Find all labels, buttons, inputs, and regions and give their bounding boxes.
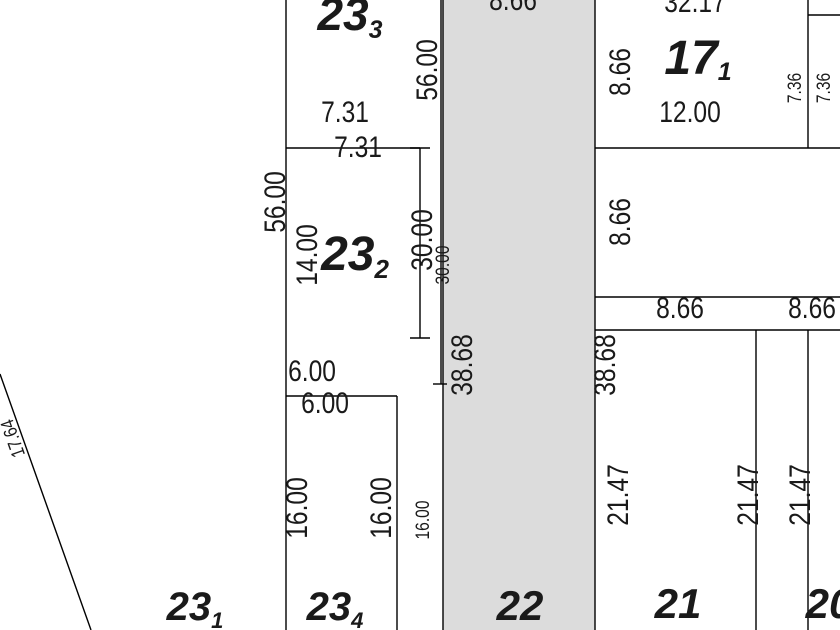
svg-text:38.68: 38.68 — [445, 334, 479, 396]
svg-text:38.68: 38.68 — [588, 334, 622, 396]
svg-text:30.00: 30.00 — [432, 246, 454, 285]
svg-text:7.36: 7.36 — [784, 73, 806, 103]
svg-text:8.66: 8.66 — [603, 198, 637, 246]
svg-text:8.66: 8.66 — [788, 291, 836, 325]
svg-text:21: 21 — [654, 580, 702, 627]
svg-text:7.31: 7.31 — [334, 130, 382, 164]
svg-text:21.47: 21.47 — [783, 464, 817, 526]
svg-text:12.00: 12.00 — [659, 95, 721, 129]
svg-text:6.00: 6.00 — [288, 354, 336, 388]
svg-text:8.66: 8.66 — [603, 48, 637, 96]
svg-text:6.00: 6.00 — [301, 386, 349, 420]
svg-text:14.00: 14.00 — [290, 224, 324, 286]
svg-text:21.47: 21.47 — [601, 464, 635, 526]
svg-text:7.31: 7.31 — [321, 95, 369, 129]
svg-text:8.66: 8.66 — [656, 291, 704, 325]
svg-text:20: 20 — [805, 580, 840, 627]
svg-text:56.00: 56.00 — [258, 171, 292, 233]
svg-text:21.47: 21.47 — [731, 464, 765, 526]
svg-text:7.36: 7.36 — [813, 73, 835, 103]
svg-text:16.00: 16.00 — [364, 477, 398, 539]
svg-text:22: 22 — [496, 582, 544, 629]
svg-text:8.66: 8.66 — [489, 0, 537, 17]
svg-text:56.00: 56.00 — [410, 39, 444, 101]
svg-text:16.00: 16.00 — [412, 501, 434, 540]
svg-text:32.17: 32.17 — [664, 0, 726, 19]
svg-text:16.00: 16.00 — [280, 477, 314, 539]
